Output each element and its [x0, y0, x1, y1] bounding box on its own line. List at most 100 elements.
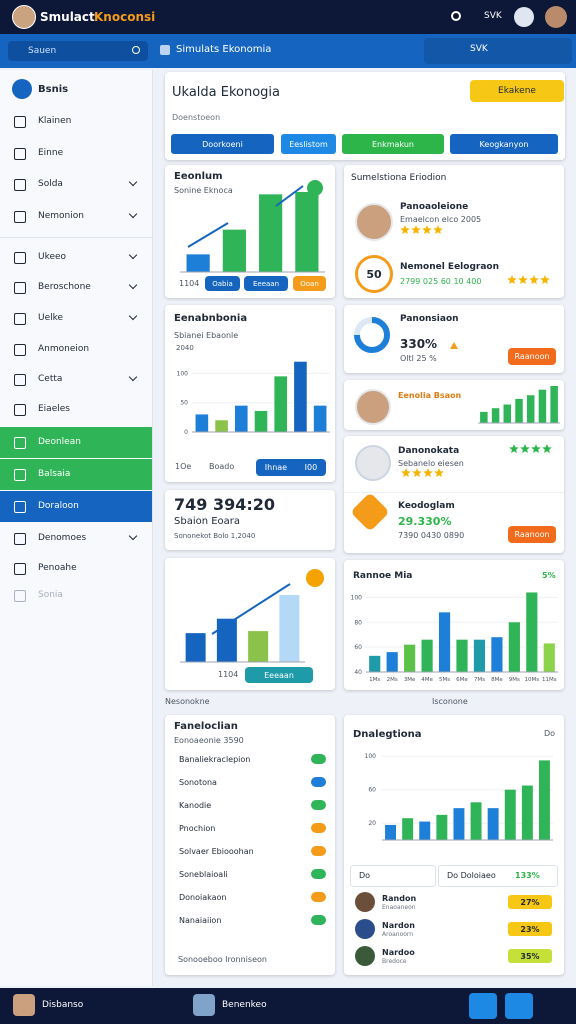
menu-icon — [14, 374, 26, 386]
list-item[interactable]: Banaliekraclepion — [179, 755, 251, 764]
rank-name: Nardon — [382, 921, 415, 930]
icon — [306, 569, 324, 587]
menu-icon — [14, 313, 26, 325]
profile-button[interactable] — [505, 993, 533, 1019]
tab-button[interactable]: Enkmakun — [342, 134, 444, 154]
report-card: Dnalegtiona Do Do Do Doloiaeo 133% Rando… — [344, 715, 564, 975]
section-label: Nesonokne — [165, 697, 210, 706]
menu-item[interactable]: Deonlean — [0, 427, 152, 458]
list-item[interactable]: Sonotona — [179, 778, 217, 787]
status: SVK — [470, 44, 488, 54]
menu-item[interactable]: Anmoneion — [0, 334, 152, 365]
person-detail: Emaelcon elco 2005 — [400, 215, 482, 224]
label: Boado — [209, 462, 235, 471]
status-pill — [311, 869, 326, 879]
icon[interactable] — [451, 11, 461, 21]
avatar — [355, 892, 375, 912]
menu-item[interactable]: Einne — [0, 138, 152, 169]
menu-item[interactable]: Sonia — [0, 580, 152, 611]
page-title: Simulats Ekonomia — [176, 44, 272, 55]
list-item[interactable]: Solvaer Ebiooohan — [179, 847, 254, 856]
caption: 1104 — [179, 279, 200, 288]
action-button[interactable]: Ihnae I00 — [256, 459, 326, 476]
list-item[interactable]: Pnochion — [179, 824, 216, 833]
avatar — [355, 203, 393, 241]
chevron — [128, 177, 138, 187]
menu-item[interactable]: Doraloon — [0, 491, 152, 522]
avatar[interactable] — [12, 5, 36, 29]
card-subtitle: Sonine Eknoca — [174, 186, 233, 195]
action-button[interactable]: Oabia — [205, 276, 240, 291]
menu-label: Beroschone — [38, 282, 91, 292]
status-pill — [311, 754, 326, 764]
list-card: Faneloclian Eonoaeonie 3590 Sonooeboo Ir… — [165, 715, 335, 975]
rank-detail: Enaoaneon — [382, 904, 416, 911]
filter-input[interactable]: Do — [350, 865, 436, 887]
divider — [344, 492, 564, 493]
avatar[interactable] — [545, 6, 567, 28]
menu-item[interactable]: Solda — [0, 169, 152, 200]
menu-item[interactable]: Uelke — [0, 303, 152, 334]
avatar — [355, 946, 375, 966]
change: 5% — [542, 571, 556, 580]
rating-card: Danonokata Sebanelo eiesen Keodoglam 29.… — [344, 436, 564, 553]
menu-item[interactable]: Balsaia — [0, 459, 152, 490]
menu-label: Cetta — [38, 374, 63, 384]
search-placeholder: Sauen — [28, 46, 57, 56]
list-item[interactable]: Soneblaioali — [179, 870, 228, 879]
menu-item[interactable]: Denomoes — [0, 523, 152, 554]
avatar[interactable] — [193, 994, 215, 1016]
menu-label: Eiaeles — [38, 404, 70, 414]
settings-icon[interactable] — [514, 7, 534, 27]
button-value: I00 — [304, 463, 318, 472]
tab-button[interactable]: Eeslistom — [281, 134, 336, 154]
award-detail: 7390 0430 0890 — [398, 531, 465, 540]
chevron — [128, 280, 138, 290]
menu-item[interactable]: Klainen — [0, 106, 152, 137]
avatar[interactable] — [13, 994, 35, 1016]
rank-value: 35% — [508, 949, 552, 963]
select-value: 133% — [515, 871, 540, 880]
menu-item[interactable]: Ukeeo — [0, 242, 152, 273]
menu-label: Balsaia — [38, 469, 71, 479]
menu-icon — [14, 211, 26, 223]
rank-value: 27% — [508, 895, 552, 909]
action-button[interactable]: Eeeaan — [244, 276, 288, 291]
list-item[interactable]: Kanodie — [179, 801, 212, 810]
analysis-card: Eenabnbonia Sbianei Ebaonle 2040 1Oe Boa… — [165, 305, 335, 482]
chat-button[interactable] — [469, 993, 497, 1019]
action-button[interactable]: Raanoon — [508, 526, 556, 543]
button-label: Ihnae — [264, 463, 288, 472]
menu-label: Deonlean — [38, 437, 81, 447]
stat-label: Sbaion Eoara — [174, 516, 241, 527]
menu-item[interactable]: Nemonion — [0, 201, 152, 232]
menu-icon — [14, 282, 26, 294]
action-button[interactable]: Raanoon — [508, 348, 556, 365]
menu-item[interactable]: Eiaeles — [0, 394, 152, 425]
donut-value: 330% — [400, 337, 438, 351]
tab-button[interactable]: Doorkoeni — [171, 134, 274, 154]
menu-label: Klainen — [38, 116, 72, 126]
status-pill — [311, 892, 326, 902]
search-input[interactable]: Sauen — [8, 41, 148, 61]
primary-button[interactable]: Ekakene — [470, 80, 564, 102]
tab-button[interactable]: Keogkanyon — [450, 134, 558, 154]
menu-item[interactable]: Cetta — [0, 364, 152, 395]
avatar — [355, 919, 375, 939]
select[interactable]: Do Doloiaeo 133% — [438, 865, 558, 887]
sidebar: Bsnis Klainen Einne Solda Nemonion Ukeeo Bero… — [0, 70, 153, 986]
list-item[interactable]: Donoiakaon — [179, 893, 227, 902]
select-text: Do Doloiaeo — [447, 871, 496, 880]
menu-item[interactable]: Penoahe — [0, 553, 152, 584]
award-name: Keodoglam — [398, 501, 455, 511]
list-item[interactable]: Nanaiaiion — [179, 916, 222, 925]
search-bar: Sauen Simulats Ekonomia SVK — [0, 34, 576, 68]
donut-card: Panonsiaon 330% Oltl 25 % Raanoon — [344, 305, 564, 373]
action-button[interactable]: Eeeaan — [245, 667, 313, 683]
stat-detail: Sononekot Bolo 1,2040 — [174, 532, 256, 540]
menu-icon — [14, 501, 26, 513]
menu-item[interactable]: Beroschone — [0, 272, 152, 303]
card-subtitle: Eonoaeonie 3590 — [174, 736, 244, 745]
action-button[interactable]: Ooan — [293, 276, 326, 291]
top-bar: Smulact Knoconsi SVK — [0, 0, 576, 34]
